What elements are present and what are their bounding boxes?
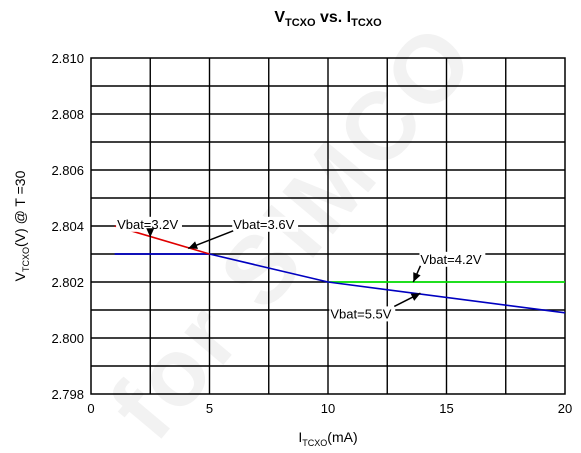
title-main-sub: TCXO (285, 17, 316, 29)
x-tick-label-2: 10 (321, 401, 335, 416)
annotation-background-0 (116, 216, 182, 232)
x-tick-label-1: 5 (206, 401, 213, 416)
x-axis-label: ITCXO(mA) (298, 429, 357, 448)
annotation-arrow-head-1 (188, 241, 199, 249)
x-axis-label-pre: I (298, 429, 302, 445)
annotation-arrow-head-0 (146, 228, 155, 238)
annotation-label-3: Vbat=5.5V (330, 306, 391, 321)
annotation-background-3 (329, 306, 396, 322)
annotations: Vbat=3.2V Vbat=3.6V Vbat=4.2V Vbat=5.5V (116, 216, 486, 322)
plot-frame (90, 57, 566, 395)
annotation-arrow-head-2 (413, 272, 421, 282)
annotation-background-2 (419, 251, 486, 267)
y-axis-label-pre: V (12, 271, 28, 281)
x-axis-label-post: (mA) (327, 429, 357, 445)
title-mid-sub: TCXO (351, 17, 382, 29)
annotation-background-1 (232, 216, 299, 232)
annotation-label-1: Vbat=3.6V (233, 217, 294, 232)
y-tick-label-0: 2.798 (51, 387, 84, 402)
y-tick-label-1: 2.800 (51, 331, 84, 346)
annotation-label-2: Vbat=4.2V (420, 252, 481, 267)
y-tick-label-4: 2.806 (51, 163, 84, 178)
y-tick-label-6: 2.810 (51, 51, 84, 66)
y-tick-label-2: 2.802 (51, 275, 84, 290)
y-axis-label-sub: TCXO (21, 247, 31, 272)
y-tick-label-5: 2.808 (51, 107, 84, 122)
title-main: V (274, 9, 285, 26)
y-axis-label-post: (V) @ T =30 (12, 170, 28, 247)
y-tick-labels: 2.798 2.800 2.802 2.804 2.806 2.808 2.810 (51, 51, 84, 402)
title-mid: vs. I (316, 9, 352, 26)
x-tick-label-0: 0 (87, 401, 94, 416)
x-tick-label-4: 20 (558, 401, 572, 416)
x-axis-label-sub: TCXO (302, 438, 327, 448)
y-axis-label: VTCXO(V) @ T =30 (12, 170, 31, 281)
x-tick-label-3: 15 (439, 401, 453, 416)
y-tick-label-3: 2.804 (51, 219, 84, 234)
chart-title: VTCXO vs. ITCXO (274, 9, 382, 29)
annotation-arrow-head-3 (410, 293, 421, 301)
x-tick-labels: 0 5 10 15 20 (87, 401, 572, 416)
annotation-label-0: Vbat=3.2V (117, 217, 178, 232)
